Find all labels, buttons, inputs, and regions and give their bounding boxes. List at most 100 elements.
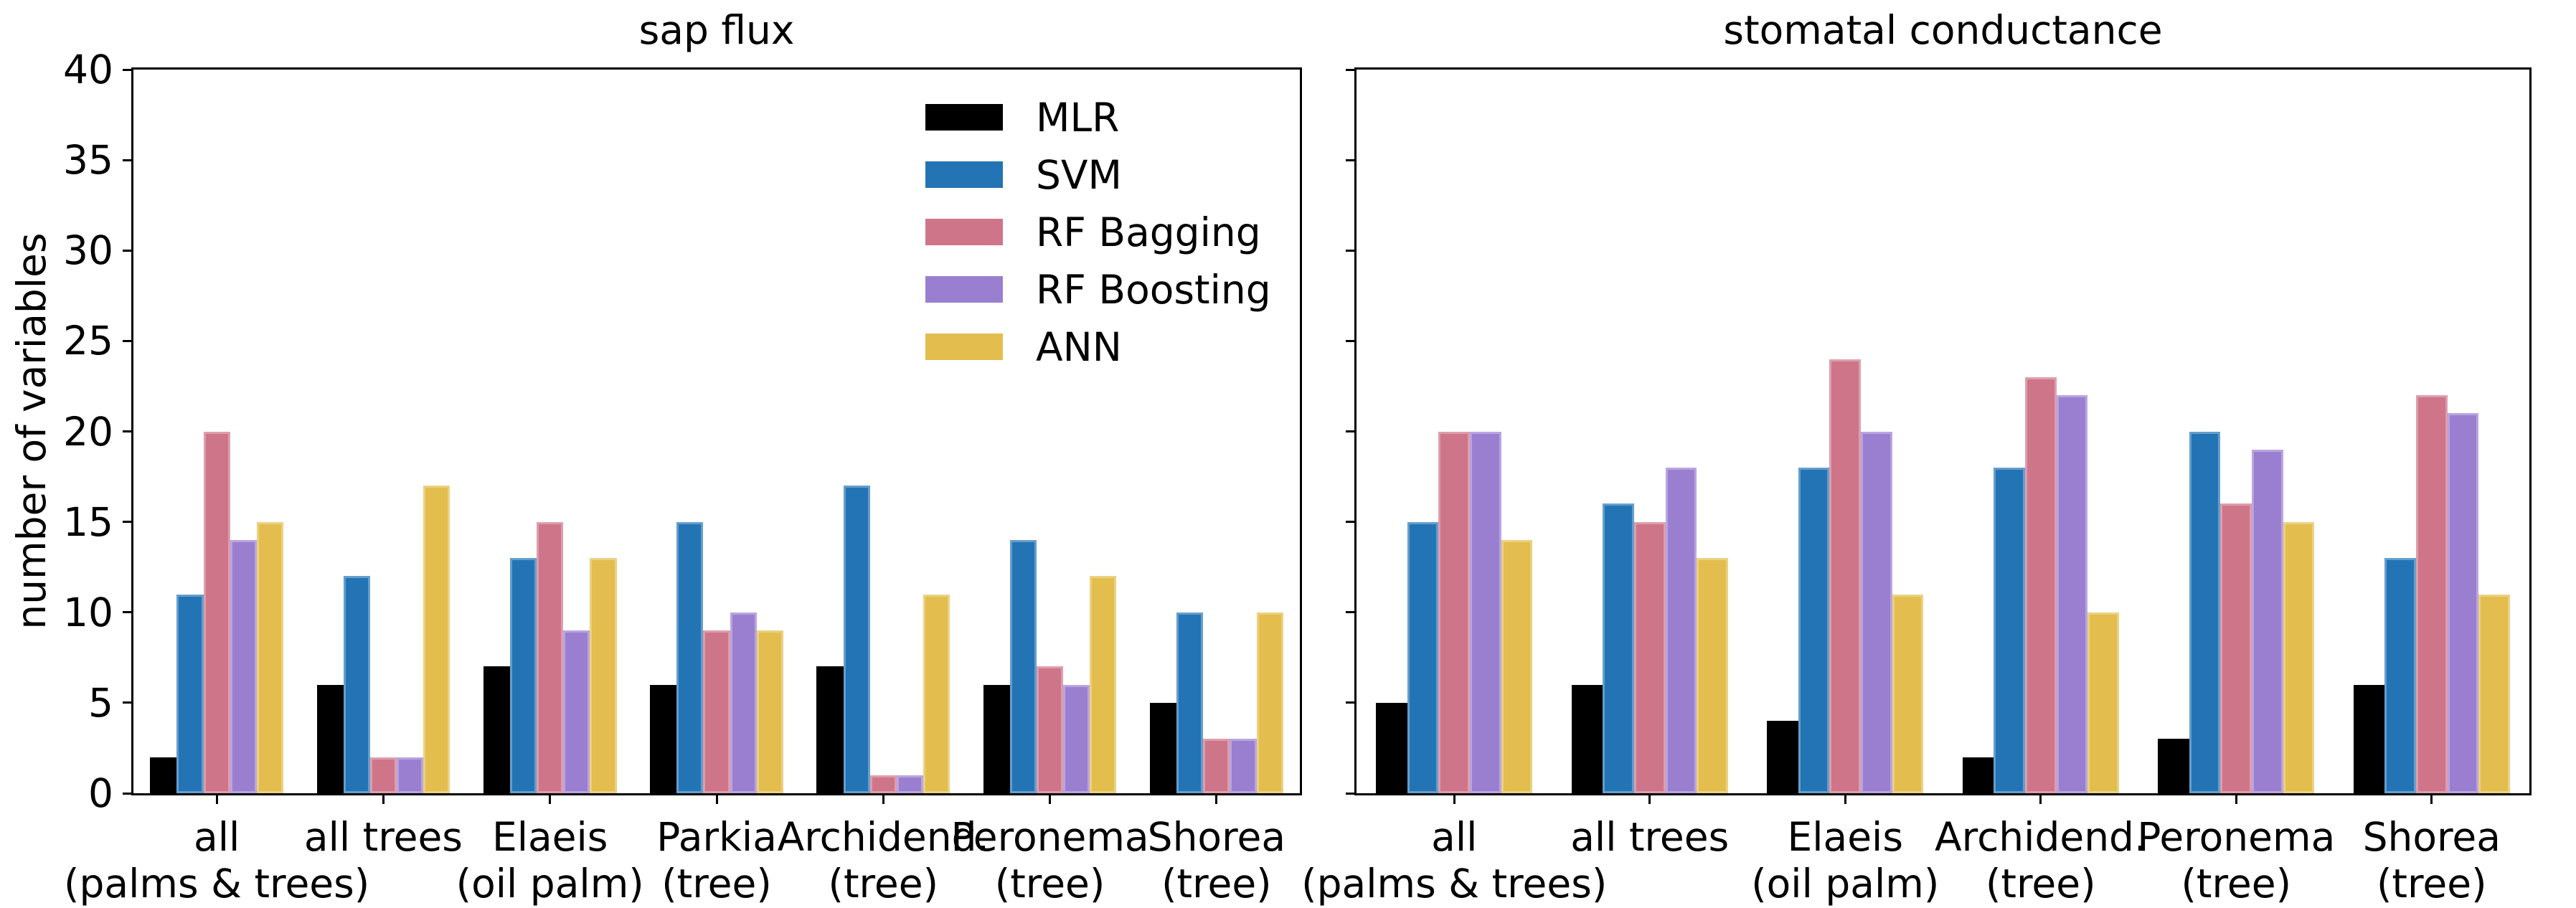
y-tick-mark [123,701,131,704]
x-tick-label-line: all trees [303,814,463,860]
bar-ann [1256,612,1283,793]
stomatal-conductance-axes [1354,67,2532,795]
plot-title-stomatal-conductance: stomatal conductance [1723,7,2163,53]
x-tick-label: Parkia (tree) [656,814,777,907]
bar-mlr [2158,739,2189,793]
bar-ann [1697,558,1728,793]
y-tick-label: 15 [63,498,113,545]
bar-mlr [816,666,844,793]
x-tick-label-line: Archidend. [777,814,989,860]
y-tick-mark [1346,249,1354,252]
x-tick-label-line: (tree) [661,860,772,907]
bar-rf-bagging [2220,503,2252,793]
y-tick-mark [123,611,131,614]
x-tick-label-line: Shorea [2362,814,2501,860]
bar-svm [1994,467,2025,793]
legend-label: ANN [1036,323,1122,370]
x-tick-label-line: all trees [1570,814,1730,860]
bar-rf-bagging [703,630,730,793]
bar-ann [1090,576,1117,793]
y-tick-label: 20 [63,408,113,455]
legend-label: MLR [1036,94,1120,141]
bar-svm [843,486,870,793]
x-tick-mark [1215,795,1218,804]
legend-item-svm: SVM [925,152,1122,198]
bar-rf-boosting [1861,431,1892,793]
bar-rf-boosting [2056,395,2088,793]
x-tick-label: Shorea (tree) [2363,814,2501,907]
bar-rf-bagging [1438,431,1471,793]
bar-svm [1407,521,1439,793]
legend-label: SVM [1036,151,1122,198]
x-tick-label-line: (oil palm) [456,860,644,907]
bar-rf-bagging [369,757,397,793]
y-tick-mark [1346,159,1354,161]
bar-svm [176,594,204,793]
x-tick-mark [549,795,552,804]
x-tick-label-line: Shorea [1147,814,1286,860]
x-tick-label-line: (tree) [994,860,1105,907]
x-tick-label: all (palms & trees) [1301,814,1607,907]
legend-swatch [925,276,1003,303]
x-tick-label-line: (tree) [1985,860,2096,907]
legend-item-mlr: MLR [925,95,1119,141]
y-tick-label: 25 [63,318,113,364]
x-tick-label-line: Peronema [950,814,1149,860]
bar-rf-boosting [730,612,757,793]
bar-rf-boosting [2252,449,2283,793]
legend-swatch [925,161,1003,188]
bar-rf-boosting [563,630,590,793]
legend-item-rf-boosting: RF Boosting [925,267,1271,313]
bar-mlr [1149,702,1177,793]
y-tick-label: 40 [63,47,113,93]
bar-rf-boosting [1470,431,1501,793]
y-tick-mark [1346,430,1354,432]
bar-rf-bagging [2415,395,2448,793]
y-tick-mark [123,339,131,342]
y-tick-mark [123,521,131,524]
bar-rf-bagging [2024,377,2057,793]
x-tick-mark [215,795,218,804]
bar-svm [1009,539,1037,793]
x-tick-mark [2235,795,2237,804]
y-tick-mark [1346,792,1354,795]
y-tick-mark [123,792,131,795]
x-tick-label-line: (tree) [1161,860,1272,907]
bar-rf-bagging [203,431,230,793]
bar-ann [756,630,783,793]
legend-swatch [925,334,1003,360]
bar-mlr [316,684,344,793]
x-tick-mark [1049,795,1052,804]
y-tick-mark [123,68,131,71]
y-tick-label: 10 [63,589,113,635]
x-tick-mark [1844,795,1846,804]
x-tick-label: Elaeis (oil palm) [1751,814,1939,907]
y-tick-mark [1346,611,1354,614]
x-tick-label: Peronema (tree) [951,814,1149,907]
bar-mlr [1376,702,1407,793]
bar-ann [2283,521,2315,793]
x-tick-label: Archidend. (tree) [778,814,989,907]
x-tick-label: all trees [1570,814,1729,861]
bar-rf-boosting [1063,684,1090,793]
bar-rf-bagging [537,521,564,793]
bar-svm [343,576,370,793]
bar-rf-boosting [1230,739,1257,793]
legend-item-ann: ANN [925,324,1122,370]
legend-label: RF Bagging [1036,209,1261,255]
legend-item-rf-bagging: RF Bagging [925,209,1261,255]
bar-ann [2087,612,2119,793]
x-tick-label-line: (tree) [828,860,939,907]
x-tick-label: Elaeis (oil palm) [456,814,644,907]
bar-ann [1501,539,1533,793]
bar-rf-bagging [1633,521,1666,793]
bar-ann [923,594,950,793]
bar-mlr [483,666,510,793]
y-tick-mark [123,430,131,432]
x-tick-mark [2430,795,2433,804]
x-tick-label: all trees [304,814,463,861]
y-tick-mark [1346,339,1354,342]
x-tick-mark [2039,795,2042,804]
bar-svm [1176,612,1204,793]
bar-ann [1892,594,1924,793]
